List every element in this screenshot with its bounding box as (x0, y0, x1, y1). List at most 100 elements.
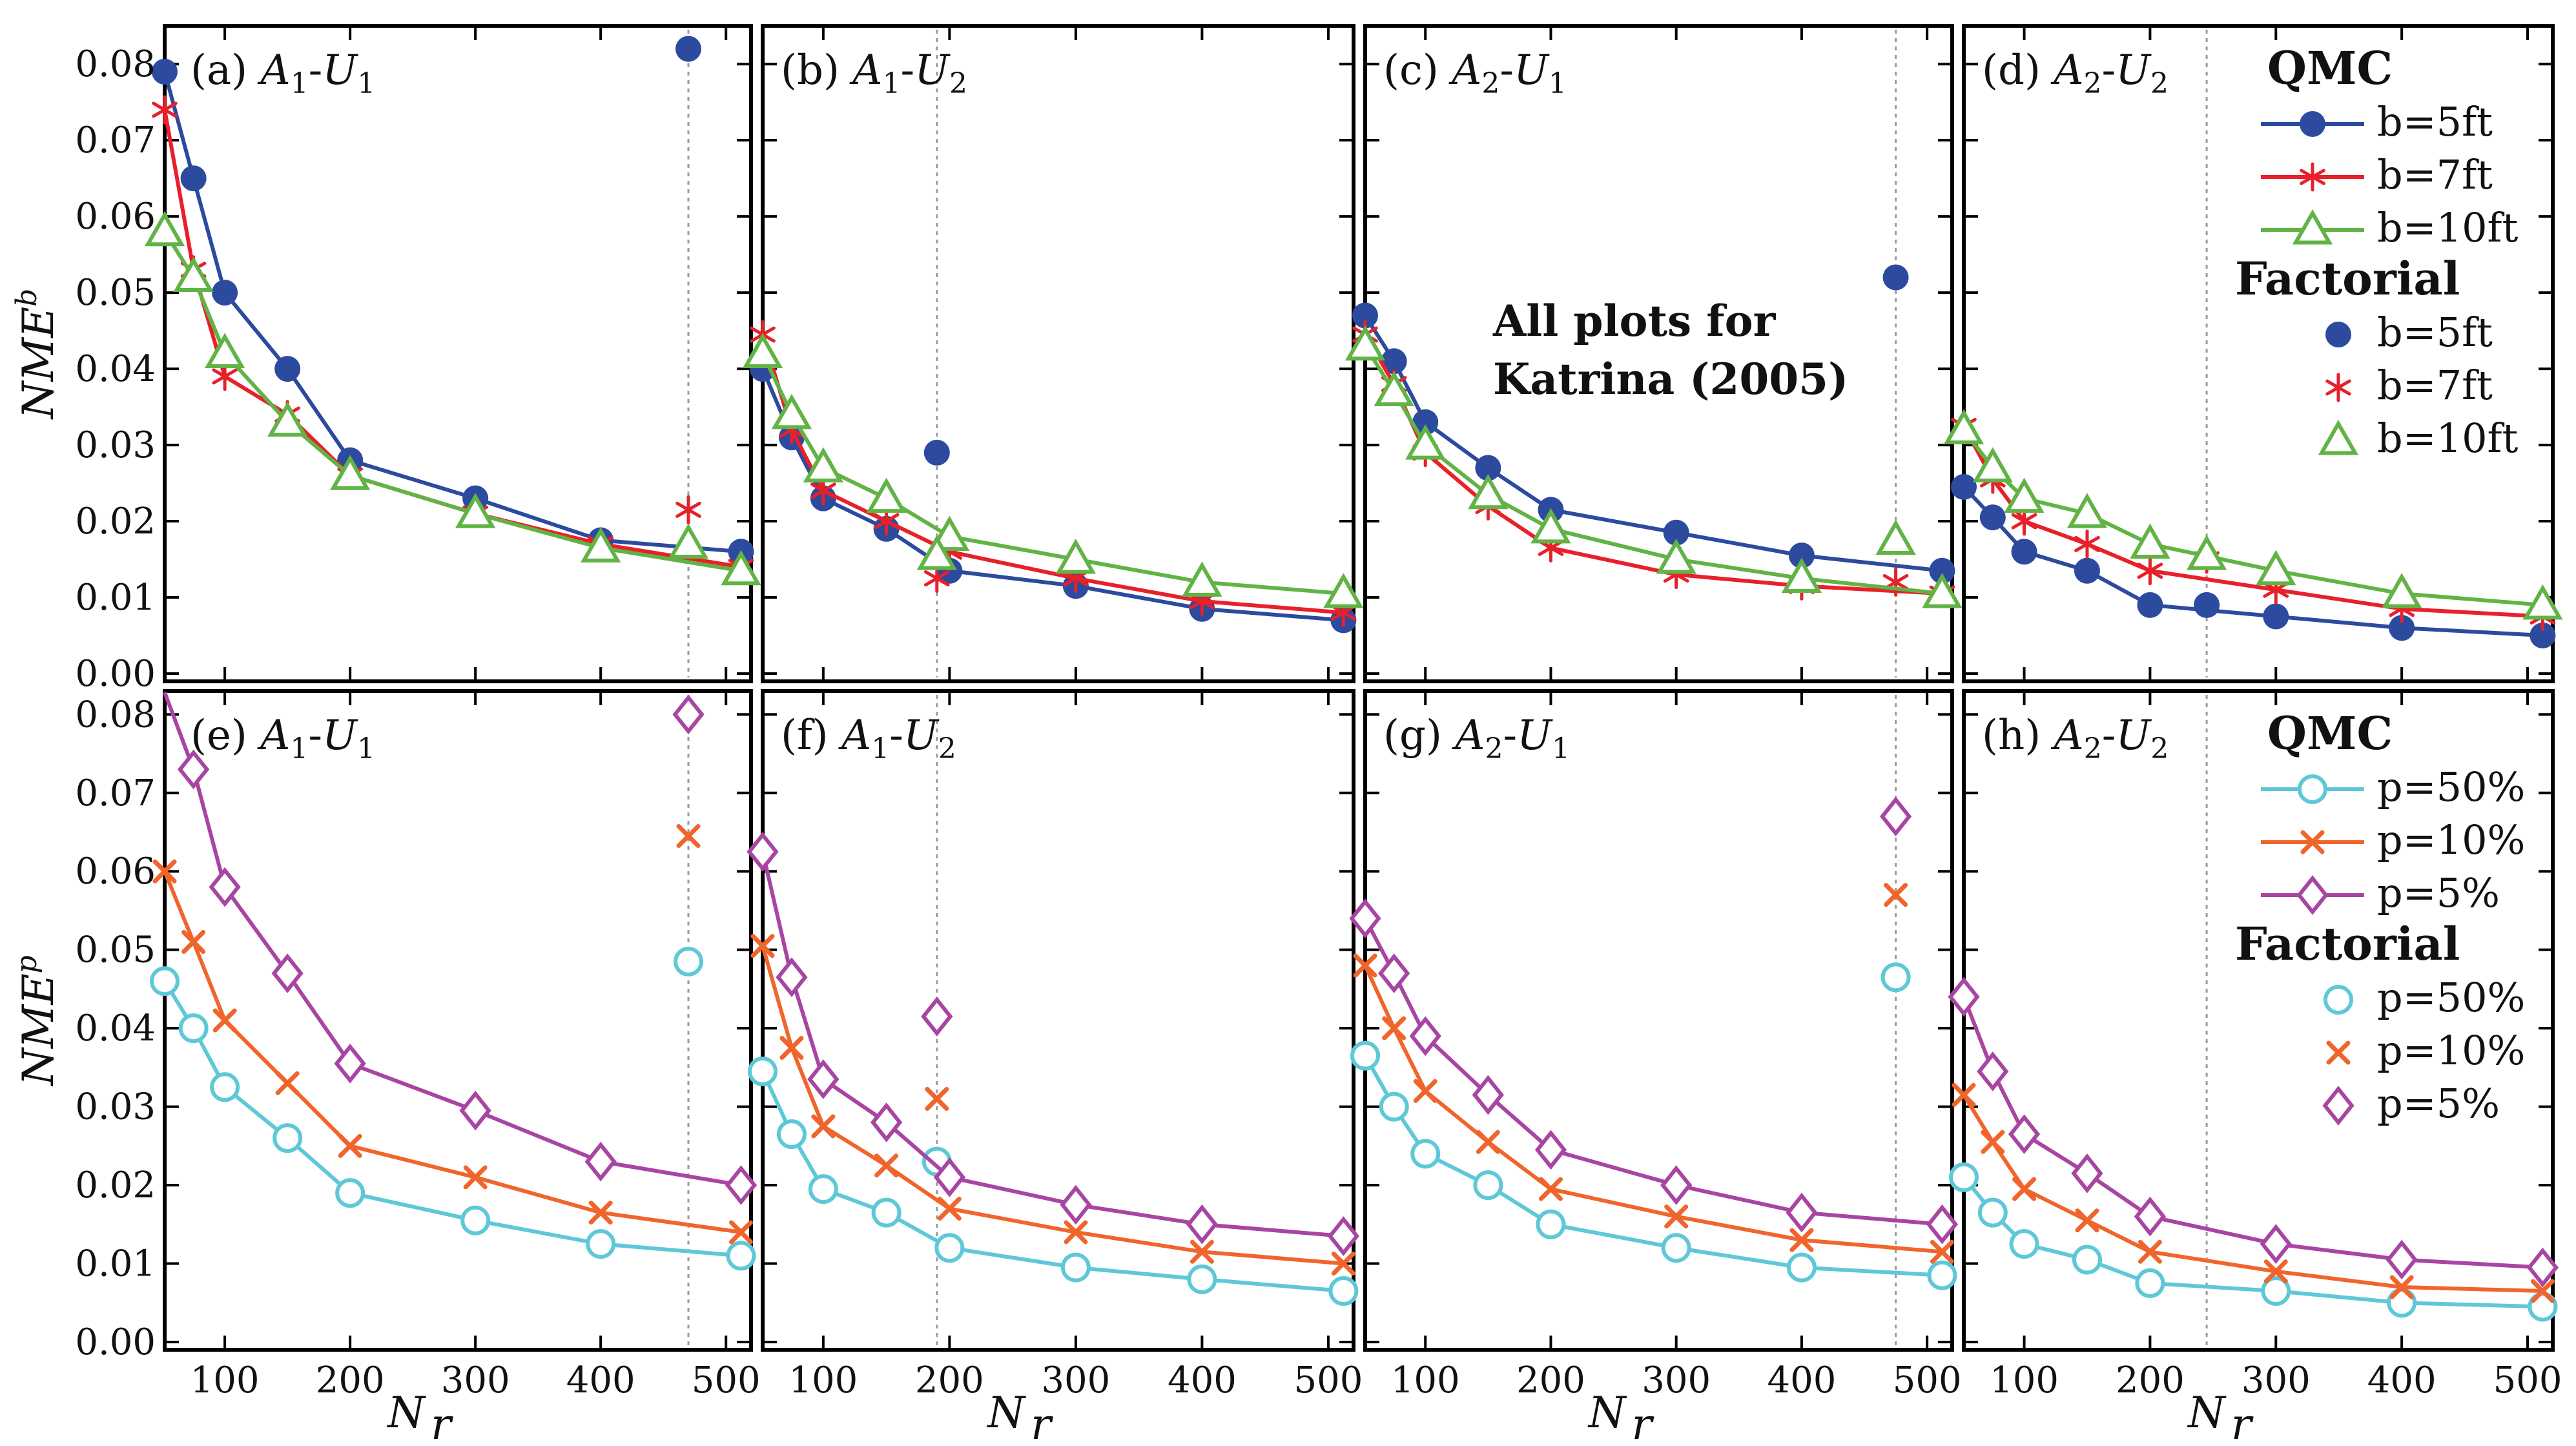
panel-0-2-factorial-point-2-shape (1875, 519, 1916, 555)
yaxis-title-sup-0: b (10, 289, 43, 307)
panel-0-3-point-2-5 (2256, 550, 2296, 586)
panel-1-0-factorial-point-0-shape (673, 946, 703, 976)
panel-1-1-point-1-2 (811, 1114, 836, 1139)
panel-1-2-point-2-6 (1786, 1192, 1818, 1233)
panel-1-0-label-symbol: U (322, 712, 358, 759)
legend-qmc-marker-1-1 (2300, 830, 2325, 854)
panel-0-0-point-2-4-shape (329, 455, 371, 490)
panel-1-3-label-sep: - (2102, 712, 2116, 759)
panel-0-3-label-subscript: 2 (2150, 67, 2169, 100)
panel-0-1-line-1 (761, 334, 1344, 615)
xtick-label-2-3: 400 (1767, 1359, 1836, 1401)
panel-0-0-point-0-3 (274, 356, 301, 382)
panel-1-0-point-1-1-shape (181, 930, 206, 955)
panel-1-3-point-0-1-shape (1977, 1197, 2008, 1228)
panel-1-2-line-2 (1363, 917, 1942, 1226)
panel-0-0-point-2-1-shape (173, 256, 214, 293)
panel-0-3-label-letter: (d) (1982, 46, 2054, 94)
panel-0-3-point-2-1-shape (1972, 447, 2013, 482)
legend-factorial-label-0-0: b=5ft (2377, 309, 2493, 356)
panel-0-1-label-subscript: 2 (949, 67, 967, 100)
panel-1-1-point-2-3-shape (870, 1102, 903, 1142)
panel-1-2-point-1-6 (1789, 1228, 1814, 1252)
panel-0-0-point-0-0-shape (152, 58, 178, 85)
panel-1-1-point-1-6-shape (1190, 1239, 1214, 1264)
panel-0-2-label-subscript: 1 (1549, 67, 1567, 100)
panel-1-3-point-2-4 (2134, 1196, 2167, 1237)
ytick-label-1-1: 0.01 (75, 1243, 156, 1285)
panel-0-3-point-0-5-shape (2263, 603, 2289, 630)
panel-1-0-factorial-point-1 (676, 824, 701, 849)
ytick-label-0-4: 0.04 (75, 348, 156, 390)
xaxis-title-sub-1: r (1031, 1400, 1053, 1446)
legend-factorial-title-0: Factorial (2235, 252, 2460, 305)
ytick-label-0-8: 0.08 (75, 43, 156, 85)
panel-0-2-label-subscript: 2 (1481, 67, 1499, 100)
panel-0-2-point-2-0 (1345, 325, 1386, 361)
panel-0-3-point-2-0 (1943, 409, 1984, 444)
panel-1-3-point-1-7-shape (2530, 1279, 2555, 1303)
panel-1-1-point-0-3-shape (871, 1197, 902, 1228)
panel-1-0-factorial-point-0 (673, 946, 703, 976)
panel-0-2-point-0-0-shape (1352, 302, 1378, 329)
panel-0-2-factorial-point-0 (1882, 264, 1909, 291)
panel-0-0-factorial-point-1-shape (675, 495, 701, 524)
panel-1-0-point-2-7-shape (725, 1165, 757, 1205)
panel-1-2-factorial-point-0-shape (1880, 962, 1911, 993)
panel-1-1-point-0-3 (871, 1197, 902, 1228)
panel-1-1-line-2 (761, 851, 1344, 1239)
panel-1-3-point-2-2 (2008, 1114, 2041, 1154)
panel-1-2-factorial-point-2-shape (1879, 796, 1912, 836)
panel-0-1-point-2-2-shape (803, 447, 844, 482)
panel-1-1-point-2-6 (1186, 1204, 1219, 1245)
panel-1-1-factorial-point-1-shape (925, 1086, 949, 1111)
panel-0-2-point-0-5-shape (1663, 519, 1689, 546)
legend-qmc-marker-0-0-shape (2300, 111, 2325, 137)
panel-1-0-point-2-1-shape (177, 749, 210, 790)
panel-0-2-label: (c) A2-U1 (1383, 46, 1567, 100)
panel-0-2-point-0-5 (1663, 519, 1689, 546)
yaxis-title-sup-1: p (10, 955, 43, 973)
panel-1-3-point-1-3-shape (2075, 1208, 2099, 1233)
panel-0-2-point-2-1 (1374, 371, 1414, 406)
panel-1-0-point-0-0 (150, 966, 180, 997)
panel-0-2-factorial-point-0-shape (1882, 264, 1909, 291)
panel-1-1-point-2-4-shape (933, 1157, 966, 1197)
panel-1-1-point-1-1 (779, 1036, 804, 1060)
panel-1-1-point-2-2 (807, 1059, 840, 1099)
xaxis-title-sub-0: r (431, 1400, 453, 1446)
xtick-label-3-0: 100 (1990, 1359, 2059, 1401)
panel-1-0-point-1-5-shape (463, 1165, 488, 1190)
panel-0-1-label-subscript: 1 (882, 67, 900, 100)
xtick-label-2-1: 200 (1516, 1359, 1585, 1401)
panel-0-0-point-2-2-shape (204, 333, 245, 368)
legend-factorial-title-1: Factorial (2235, 917, 2460, 971)
legend-qmc-label-0-2: b=10ft (2377, 204, 2518, 251)
panel-0-3-point-2-0-shape (1943, 409, 1984, 444)
panel-1-2-point-2-7 (1926, 1204, 1959, 1245)
panel-0-1-label-sep: - (900, 46, 914, 94)
legend-factorial-marker-0-1 (2325, 373, 2351, 402)
ytick-label-1-0: 0.00 (75, 1321, 156, 1363)
panel-1-1-point-1-7 (1331, 1252, 1355, 1276)
panel-1-0-point-1-5 (463, 1165, 488, 1190)
panel-0-3-point-0-3-shape (2074, 557, 2100, 584)
panel-1-2-point-2-0 (1349, 898, 1381, 938)
panel-1-0-point-2-3 (271, 953, 304, 993)
panel-1-2-point-2-4 (1534, 1130, 1567, 1170)
panel-0-0-point-2-2 (204, 333, 245, 368)
panel-0-1-line-0 (761, 367, 1344, 623)
panel-1-1-label-subscript: 1 (871, 732, 889, 765)
xtick-label-2-0: 100 (1391, 1359, 1460, 1401)
legend-qmc-title-1: QMC (2267, 707, 2393, 760)
xtick-label-0-0: 100 (191, 1359, 260, 1401)
panel-1-0-point-0-6-shape (586, 1229, 616, 1259)
panel-1-3-point-2-1-shape (1977, 1051, 2009, 1091)
panel-1-3-label-subscript: 2 (2150, 732, 2169, 765)
panel-0-0-line-1 (163, 109, 741, 569)
ytick-label-1-8: 0.08 (75, 694, 156, 736)
panel-1-1-point-0-2-shape (808, 1174, 838, 1204)
xtick-label-1-2: 300 (1041, 1359, 1110, 1401)
panel-0-2-label-sep: - (1499, 46, 1514, 94)
